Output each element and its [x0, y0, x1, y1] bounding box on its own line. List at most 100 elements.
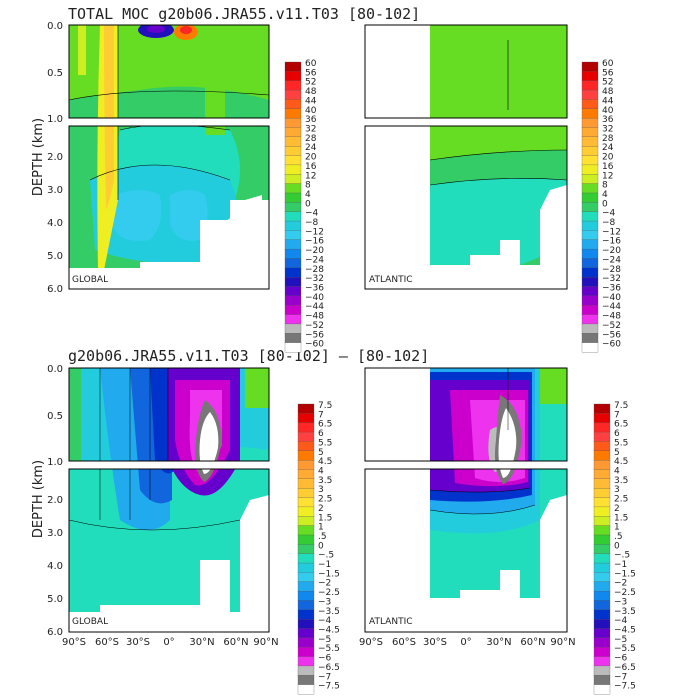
colorbar-label: −16: [305, 237, 324, 247]
colorbar-swatch: [581, 267, 599, 278]
colorbar-swatch: [284, 305, 302, 316]
colorbar-swatch: [593, 665, 611, 676]
ytick-bl-5: 4.0: [47, 561, 63, 572]
colorbar-top-right: 60565248444036322824201612840−4−8−12−16−…: [581, 59, 621, 353]
colorbar-label: −40: [602, 293, 621, 303]
region-label-tr: ATLANTIC: [369, 275, 413, 285]
colorbar-label: 24: [305, 143, 317, 153]
colorbar-label: 2.5: [318, 495, 332, 505]
colorbar-label: −5: [318, 635, 331, 645]
colorbar-swatch: [581, 71, 599, 82]
colorbar-label: 52: [602, 78, 613, 88]
colorbar-swatch: [593, 562, 611, 573]
colorbar-label: 60: [602, 59, 614, 69]
colorbar-swatch: [593, 590, 611, 601]
colorbar-label: −28: [305, 265, 324, 275]
colorbar-swatch: [284, 220, 302, 231]
top-title: TOTAL MOC g20b06.JRA55.v11.T03 [80-102]: [68, 5, 420, 23]
colorbar-swatch: [297, 534, 315, 545]
colorbar-swatch: [297, 544, 315, 555]
colorbar-swatch: [593, 675, 611, 686]
panel-top-left: 0.0 0.5 1.0 2.0 3.0 4.0 5.0 6.0 GLOBAL: [47, 21, 270, 295]
colorbar-swatch: [581, 230, 599, 241]
colorbar-swatch: [284, 239, 302, 250]
colorbar-swatch: [593, 488, 611, 498]
region-label-br: ATLANTIC: [369, 617, 413, 627]
colorbar-label: −7: [614, 672, 627, 682]
colorbar-swatch: [581, 155, 599, 166]
colorbar-swatch: [297, 403, 315, 414]
field-top-left: [69, 25, 269, 289]
colorbar-swatch: [284, 333, 302, 344]
colorbar-label: −16: [602, 237, 621, 247]
colorbar-swatch: [284, 127, 302, 138]
ytick-bl-3: 2.0: [47, 495, 63, 506]
colorbar-swatch: [593, 544, 611, 555]
colorbar-label: −1.5: [318, 569, 340, 579]
colorbar-label: 7: [318, 410, 324, 420]
colorbar-swatch: [297, 516, 315, 527]
colorbar-swatch: [593, 628, 611, 639]
colorbar-label: 44: [602, 96, 614, 106]
colorbar-label: −60: [602, 340, 621, 350]
colorbar-label: −2.5: [614, 588, 636, 598]
colorbar-swatch: [284, 192, 302, 203]
colorbar-swatch: [284, 164, 302, 175]
colorbar-label: 5: [318, 448, 324, 458]
colorbar-label: −48: [305, 312, 324, 322]
colorbar-label: 40: [602, 106, 614, 116]
colorbar-label: −6.5: [614, 663, 636, 673]
colorbar-swatch: [284, 295, 302, 306]
colorbar-label: −1.5: [614, 569, 636, 579]
colorbar-label: 6.5: [614, 420, 628, 430]
colorbar-swatch: [593, 534, 611, 545]
colorbar-label: −4: [305, 209, 319, 219]
colorbar-swatch: [581, 211, 599, 222]
colorbar-label: 5: [614, 448, 620, 458]
xtick-bl-1: 60°S: [95, 637, 119, 648]
ytick-bl-0: 0.0: [47, 364, 63, 375]
colorbar-swatch: [284, 248, 302, 259]
colorbar-bottom-left: 7.576.565.554.543.532.521.51.50−.5−1−1.5…: [297, 401, 340, 695]
colorbar-label: −6: [318, 654, 332, 664]
colorbar-label: −5.5: [614, 644, 636, 654]
colorbar-swatch: [297, 525, 315, 536]
colorbar-swatch: [297, 609, 315, 620]
colorbar-swatch: [581, 314, 599, 325]
colorbar-swatch: [593, 422, 611, 433]
colorbar-label: −5.5: [318, 644, 340, 654]
colorbar-label: −20: [602, 246, 621, 256]
colorbar-swatch: [593, 431, 611, 442]
colorbar-swatch: [593, 469, 611, 480]
colorbar-label: 3: [614, 485, 620, 495]
colorbar-swatch: [581, 164, 599, 175]
colorbar-label: 6.5: [318, 420, 332, 430]
colorbar-swatch: [581, 80, 599, 91]
colorbar-swatch: [284, 230, 302, 241]
colorbar-swatch: [593, 581, 611, 592]
colorbar-swatch: [581, 248, 599, 259]
colorbar-label: 56: [305, 68, 317, 78]
colorbar-swatch: [297, 497, 315, 508]
ytick-tl-0: 0.0: [47, 21, 63, 32]
colorbar-label: −2.5: [318, 588, 340, 598]
colorbar-swatch: [593, 516, 611, 527]
colorbar-swatch: [581, 146, 599, 156]
colorbar-swatch: [581, 286, 599, 297]
colorbar-swatch: [581, 333, 599, 344]
panel-top-right: ATLANTIC: [364, 24, 568, 290]
colorbar-swatch: [581, 192, 599, 203]
colorbar-swatch: [581, 239, 599, 250]
colorbar-swatch: [297, 450, 315, 461]
colorbar-swatch: [581, 305, 599, 316]
colorbar-label: −36: [305, 284, 324, 294]
colorbar-label: 0: [318, 541, 324, 551]
colorbar-label: 2.5: [614, 495, 628, 505]
colorbar-swatch: [284, 146, 302, 156]
colorbar-label: 0: [305, 199, 311, 209]
colorbar-swatch: [593, 600, 611, 611]
colorbar-label: 32: [305, 124, 316, 134]
colorbar-swatch: [593, 525, 611, 536]
colorbar-label: −.5: [318, 551, 334, 561]
